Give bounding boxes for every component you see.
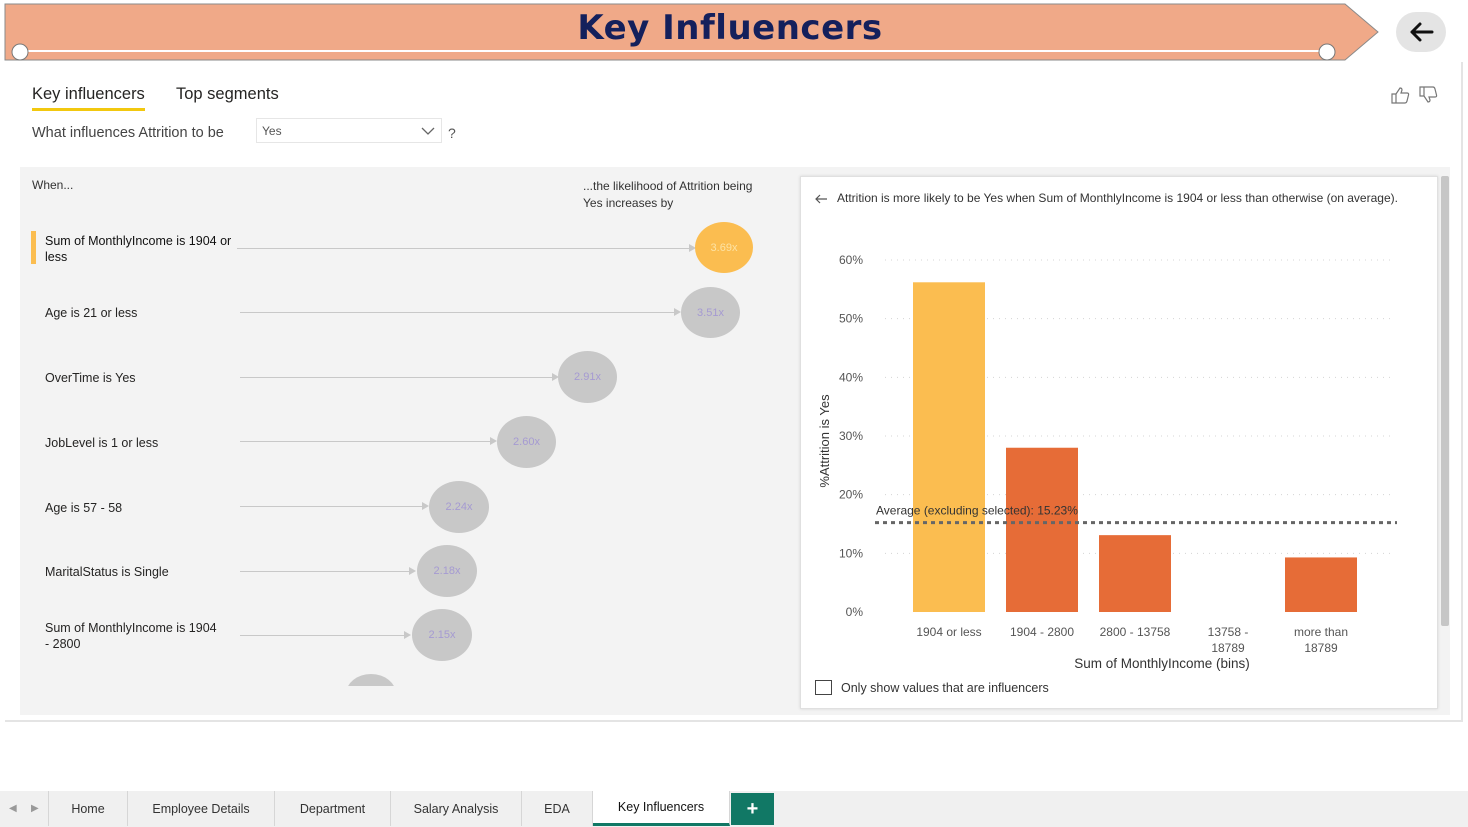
back-button[interactable] (1396, 12, 1446, 52)
x-axis-label: Sum of MonthlyIncome (bins) (1074, 656, 1250, 671)
influencer-bubble[interactable]: 3.51x (681, 287, 740, 338)
page-tab-department[interactable]: Department (275, 791, 391, 826)
influencer-label[interactable]: Age is 57 - 58 (45, 501, 123, 515)
influencer-line (240, 506, 425, 507)
influencer-label[interactable]: MaritalStatus is Single (45, 565, 169, 579)
detail-description: Attrition is more likely to be Yes when … (837, 191, 1398, 205)
dropdown-selected-value: Yes (262, 124, 282, 138)
influencer-detail-card (800, 176, 1438, 709)
only-influencers-checkbox[interactable] (815, 680, 832, 695)
chevron-down-icon (421, 127, 435, 135)
y-tick-label: 0% (846, 605, 864, 619)
attrition-value-dropdown[interactable]: Yes (256, 118, 442, 143)
y-tick-label: 30% (839, 429, 863, 443)
add-page-button[interactable]: + (731, 793, 774, 825)
arrowhead (689, 244, 696, 252)
page-tab-employee-details[interactable]: Employee Details (128, 791, 275, 826)
influencer-bubble[interactable]: 2.15x (412, 609, 472, 661)
x-tick-label: more than 18789 (1294, 625, 1348, 655)
arrowhead (404, 631, 411, 639)
influencer-label[interactable]: OverTime is Yes (45, 371, 136, 385)
thumbs-down-icon[interactable] (1418, 86, 1438, 104)
y-tick-label: 10% (839, 546, 863, 560)
tab-top-segments[interactable]: Top segments (176, 85, 279, 103)
y-axis-label: %Attrition is Yes (817, 394, 832, 488)
scrollbar[interactable] (1441, 176, 1449, 626)
arrow-left-icon (1410, 22, 1434, 42)
influencer-bubble[interactable]: 2.18x (417, 545, 477, 597)
influencer-line (240, 571, 412, 572)
tab-key-influencers[interactable]: Key influencers (32, 85, 145, 111)
arrowhead (552, 373, 559, 381)
x-tick-label: 1904 - 2800 (1010, 625, 1074, 639)
when-header: When... (32, 178, 74, 192)
x-tick-label: 2800 - 13758 (1100, 625, 1171, 639)
bar (1006, 447, 1078, 612)
arrow-left-icon[interactable] (814, 193, 828, 205)
likelihood-header: ...the likelihood of Attrition being Yes… (583, 179, 753, 210)
influencer-label[interactable]: Sum of MonthlyIncome is 1904 or less (45, 234, 232, 264)
influencer-bubble[interactable]: 2.91x (558, 351, 617, 403)
x-tick-label: 13758 -18789 (1208, 625, 1249, 655)
tab-scroll-right-icon[interactable]: ▶ (31, 803, 39, 814)
attrition-bar-chart: 0% 10% 20% 30% 40% 50% 60% %Attrition is Yes 190… (817, 253, 1397, 671)
influencer-label[interactable]: Sum of MonthlyIncome is 1904 - 2800 (45, 621, 217, 651)
influencer-bubble[interactable]: 3.69x (695, 222, 753, 273)
selected-indicator (31, 231, 36, 264)
thumbs-up-icon[interactable] (1390, 86, 1410, 104)
page-tab-salary-analysis[interactable]: Salary Analysis (391, 791, 522, 826)
influencer-line (240, 441, 493, 442)
page-tab-home[interactable]: Home (48, 791, 128, 826)
arrowhead (490, 437, 497, 445)
more-influencers-peek (346, 674, 396, 686)
x-tick-label: 1904 or less (916, 625, 981, 639)
tab-scroll-left-icon[interactable]: ◀ (9, 803, 17, 814)
y-tick-label: 60% (839, 253, 863, 267)
influencer-line (240, 377, 555, 378)
bar (913, 282, 985, 612)
influencer-label[interactable]: Age is 21 or less (45, 306, 138, 320)
question-suffix: ? (448, 125, 456, 141)
page-tab-eda[interactable]: EDA (522, 791, 593, 826)
influencer-bubble[interactable]: 2.24x (429, 481, 489, 533)
bar (1099, 535, 1171, 612)
average-label: Average (excluding selected): 15.23% (876, 504, 1078, 518)
influencer-bubble[interactable]: 2.60x (497, 416, 556, 468)
banner-shape (4, 3, 1379, 61)
influencer-line (237, 248, 692, 249)
influencer-label[interactable]: JobLevel is 1 or less (45, 436, 159, 450)
arrowhead (409, 567, 416, 575)
only-influencers-label: Only show values that are influencers (841, 681, 1049, 695)
question-prefix: What influences Attrition to be (32, 125, 224, 141)
page-title: Key Influencers (577, 8, 883, 48)
y-tick-label: 40% (839, 370, 863, 384)
y-tick-label: 50% (839, 312, 863, 326)
arrowhead (422, 502, 429, 510)
influencer-line (240, 312, 677, 313)
bar (1285, 557, 1357, 612)
arrowhead (674, 308, 681, 316)
y-tick-label: 20% (839, 488, 863, 502)
page-tab-key-influencers[interactable]: Key Influencers (593, 791, 730, 826)
title-banner: Key Influencers (0, 0, 1468, 62)
influencer-line (240, 635, 406, 636)
